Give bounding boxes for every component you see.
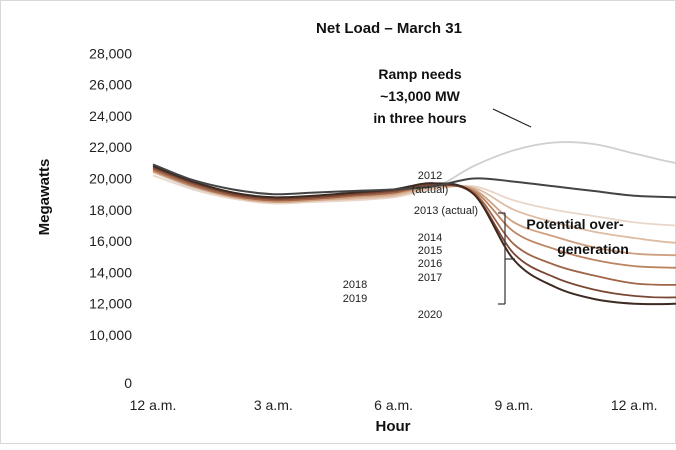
series-line-2014 bbox=[152, 174, 676, 227]
series-label-2019: 2019 bbox=[343, 293, 367, 305]
overgeneration-annotation-line-2: generation bbox=[557, 241, 629, 257]
x-axis-title: Hour bbox=[376, 418, 411, 435]
y-tick-label: 16,000 bbox=[89, 233, 132, 249]
y-tick-label: 26,000 bbox=[89, 77, 132, 93]
ramp-annotation-line-3: in three hours bbox=[373, 110, 467, 126]
series-label-2012: 2012 bbox=[418, 170, 442, 182]
chart-title: Net Load – March 31 bbox=[316, 20, 462, 37]
series-line-2012-actual bbox=[152, 163, 676, 199]
series-label-2016: 2016 bbox=[418, 258, 442, 270]
series-label-2012-actual: (actual) bbox=[412, 184, 449, 196]
y-axis-ticks: 0 10,000 12,000 14,000 16,000 18,000 20,000 22,… bbox=[89, 45, 132, 391]
ramp-annotation: Ramp needs ~13,000 MW in three hours bbox=[373, 66, 467, 126]
series-label-2018: 2018 bbox=[343, 279, 367, 291]
x-tick-label: 12 a.m. bbox=[130, 397, 177, 413]
x-tick-label: 9 a.m. bbox=[494, 397, 533, 413]
ramp-pointer-line bbox=[492, 108, 532, 128]
overgeneration-bracket bbox=[498, 212, 515, 305]
y-tick-label: 28,000 bbox=[89, 45, 132, 61]
series-label-2013-actual: 2013 (actual) bbox=[414, 205, 478, 217]
series-line-2020 bbox=[152, 165, 676, 306]
x-axis-ticks: 12 a.m.3 a.m.6 a.m.9 a.m.12 a.m.3 p.m.6 … bbox=[130, 397, 658, 413]
series-lines bbox=[152, 141, 676, 306]
y-tick-label: 18,000 bbox=[89, 202, 132, 218]
y-tick-label: 22,000 bbox=[89, 139, 132, 155]
y-axis-title: Megawatts bbox=[36, 159, 53, 236]
y-tick-label: 10,000 bbox=[89, 327, 132, 343]
overgeneration-annotation: Potential over- generation bbox=[526, 216, 628, 257]
series-label-2020: 2020 bbox=[418, 309, 442, 321]
series-line-2016 bbox=[152, 169, 676, 257]
series-label-2015: 2015 bbox=[418, 245, 442, 257]
ramp-annotation-line-1: Ramp needs bbox=[378, 66, 461, 82]
overgeneration-annotation-line-1: Potential over- bbox=[526, 216, 624, 232]
y-tick-label: 12,000 bbox=[89, 296, 132, 312]
x-tick-label: 12 a.m. bbox=[611, 397, 658, 413]
y-tick-label: 24,000 bbox=[89, 108, 132, 124]
series-line-2018 bbox=[152, 168, 676, 286]
y-tick-label: 0 bbox=[124, 375, 132, 391]
y-tick-label: 14,000 bbox=[89, 264, 132, 280]
series-line-2019 bbox=[152, 166, 676, 299]
x-tick-label: 3 a.m. bbox=[254, 397, 293, 413]
series-labels: 2012 (actual) 2013 (actual) 2014 2015 20… bbox=[343, 170, 478, 321]
series-label-2014: 2014 bbox=[418, 232, 442, 244]
series-label-2017: 2017 bbox=[418, 272, 442, 284]
y-tick-label: 20,000 bbox=[89, 171, 132, 187]
ramp-annotation-line-2: ~13,000 MW bbox=[380, 88, 461, 104]
x-tick-label: 6 a.m. bbox=[374, 397, 413, 413]
